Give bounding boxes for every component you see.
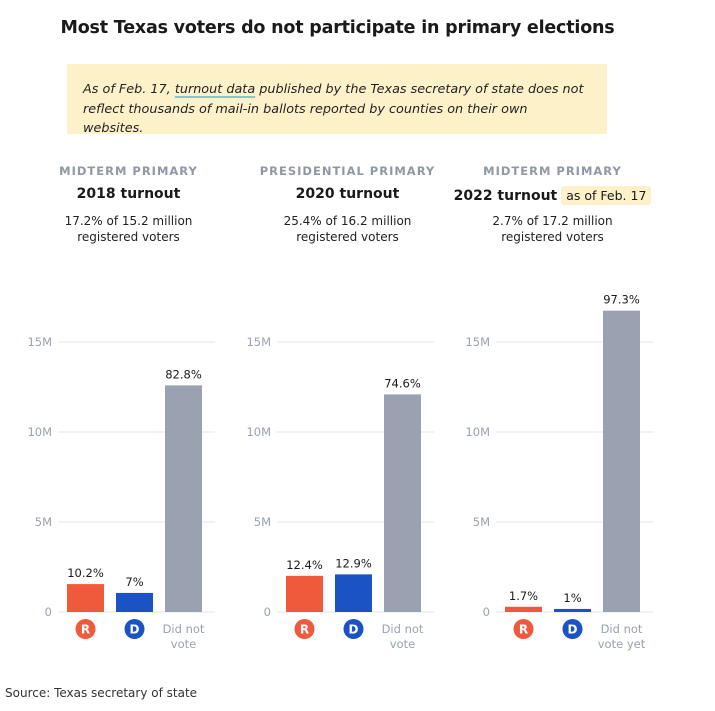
category-label: Did not (163, 622, 205, 636)
republican-icon (294, 619, 315, 639)
note-suffix: published by the Texas secretary of stat… (83, 82, 584, 136)
bar-did-not-vote (384, 394, 421, 612)
category-label: vote yet (598, 637, 646, 651)
bar-d (554, 608, 591, 612)
democrat-icon (343, 619, 364, 639)
party-letter: D (349, 623, 359, 637)
data-note: As of Feb. 17, turnout data published by… (67, 64, 607, 136)
data-label: 97.3% (603, 293, 640, 307)
y-tick-label: 10M (465, 425, 490, 439)
panel-kicker: PRESIDENTIAL PRIMARY (259, 164, 436, 178)
bar-d (116, 592, 153, 612)
panel-year-label: 2018 turnout (76, 186, 181, 202)
y-tick-label: 10M (27, 425, 52, 439)
y-tick-label: 0 (264, 605, 271, 619)
panel-year-label: 2022 turnout (453, 188, 558, 204)
data-label: 12.4% (286, 558, 323, 572)
y-tick-label: 0 (483, 605, 490, 619)
data-label: 74.6% (384, 376, 421, 390)
data-label: 1.7% (509, 589, 538, 603)
data-label: 7% (125, 575, 143, 589)
category-label: vote (390, 637, 415, 651)
panel-subtitle: 17.2% of 15.2 million registered voters (64, 214, 193, 244)
note-prefix: As of Feb. 17, (83, 82, 175, 97)
data-label: 82.8% (165, 367, 202, 381)
republican-icon (75, 619, 96, 639)
panel-header-2018: MIDTERM PRIMARY 2018 turnout 17.2% of 15… (19, 164, 238, 245)
party-letter: R (300, 623, 309, 637)
chart-title: Most Texas voters do not participate in … (60, 18, 615, 38)
democrat-icon (562, 619, 583, 639)
data-label: 12.9% (335, 556, 372, 570)
y-tick-label: 15M (465, 335, 490, 349)
party-letter: R (519, 623, 528, 637)
democrat-icon (124, 619, 145, 639)
party-letter: D (130, 623, 140, 637)
data-label: 1% (563, 591, 581, 605)
panel-subtitle: 25.4% of 16.2 million registered voters (283, 214, 412, 244)
bar-r (67, 584, 104, 612)
bar-r (505, 606, 542, 612)
data-label: 10.2% (67, 566, 104, 580)
category-label: Did not (382, 622, 424, 636)
y-tick-label: 15M (27, 335, 52, 349)
bar-d (335, 574, 372, 612)
panel-header-2022: MIDTERM PRIMARY 2022 turnout as of Feb. 1… (443, 164, 662, 245)
y-tick-label: 10M (246, 425, 271, 439)
source-note: Source: Texas secretary of state (5, 686, 198, 700)
panel-year-label: 2020 turnout (295, 186, 400, 202)
panel-kicker: MIDTERM PRIMARY (483, 164, 622, 178)
y-tick-label: 5M (35, 515, 52, 529)
y-tick-label: 0 (45, 605, 52, 619)
panel-kicker: MIDTERM PRIMARY (59, 164, 198, 178)
panel-header-2020: PRESIDENTIAL PRIMARY 2020 turnout 25.4% … (238, 164, 457, 245)
turnout-data-link[interactable]: turnout data (174, 82, 256, 97)
party-letter: R (81, 623, 90, 637)
bar-r (286, 575, 323, 612)
as-of-badge: as of Feb. 17 (561, 186, 652, 205)
category-label: Did not (601, 622, 643, 636)
bar-did-not-vote-yet (603, 310, 640, 612)
y-tick-label: 15M (246, 335, 271, 349)
y-tick-label: 5M (254, 515, 271, 529)
y-tick-label: 5M (473, 515, 490, 529)
bar-did-not-vote (165, 385, 202, 612)
republican-icon (513, 619, 534, 639)
category-label: vote (171, 637, 196, 651)
party-letter: D (568, 623, 578, 637)
panel-subtitle: 2.7% of 17.2 million registered voters (492, 214, 613, 244)
